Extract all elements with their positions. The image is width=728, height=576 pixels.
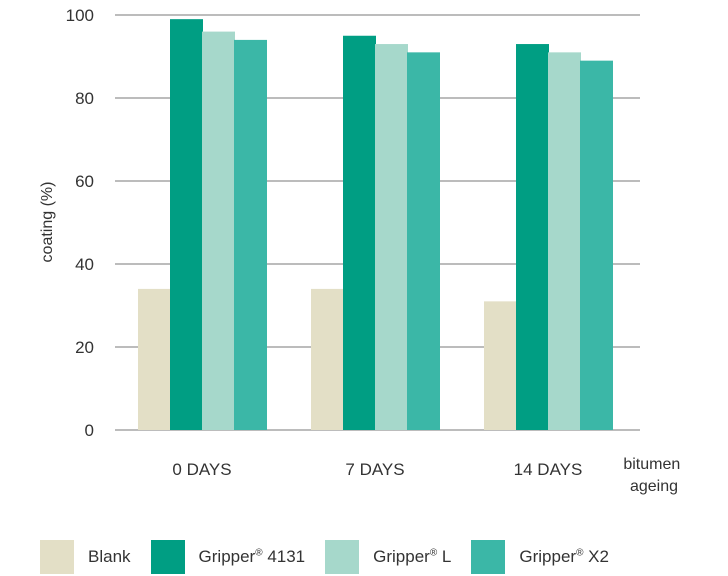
- legend: Blank Gripper® 4131 Gripper® L Gripper® …: [40, 540, 629, 574]
- bar-blank-2: [484, 301, 517, 430]
- legend-swatch-gripper-x2: [471, 540, 506, 574]
- y-tick-label: 0: [85, 421, 94, 440]
- bar-blank-0: [138, 288, 171, 430]
- bar-gripper-x2-2: [580, 60, 613, 431]
- bar-gripper-l-2: [548, 52, 581, 430]
- x-axis-label-line-2: ageing: [630, 478, 678, 495]
- legend-item-gripper-4131: Gripper® 4131: [150, 540, 306, 574]
- legend-item-gripper-l: Gripper® L: [325, 540, 451, 574]
- x-axis-label-line-1: bitumen: [623, 456, 680, 473]
- legend-label-gripper-x2: Gripper® X2: [519, 547, 609, 566]
- bar-blank-1: [311, 288, 344, 430]
- bar-chart: 0 20 40 60 80 100 0 DAYS 7 DAYS 14 DAYS coating…: [39, 6, 684, 495]
- legend-label-blank: Blank: [88, 547, 131, 566]
- bar-gripper-l-1: [375, 44, 408, 431]
- y-tick-label: 100: [66, 6, 94, 25]
- legend-swatch-blank: [40, 540, 74, 574]
- x-tick-label: 14 DAYS: [514, 460, 583, 479]
- legend-label-gripper-l: Gripper® L: [373, 547, 452, 566]
- bars: [138, 19, 613, 431]
- legend-swatch-gripper-l: [325, 540, 360, 574]
- y-axis-ticks: 0 20 40 60 80 100: [66, 6, 94, 440]
- y-tick-label: 20: [75, 338, 94, 357]
- y-tick-label: 40: [75, 255, 94, 274]
- bar-gripper-x2-1: [407, 52, 440, 430]
- x-axis-ticks: 0 DAYS 7 DAYS 14 DAYS: [172, 460, 582, 479]
- x-tick-label: 0 DAYS: [172, 460, 231, 479]
- legend-item-blank: Blank: [40, 540, 131, 574]
- legend-swatch-gripper-4131: [150, 540, 185, 574]
- legend-item-gripper-x2: Gripper® X2: [471, 540, 609, 574]
- y-tick-label: 60: [75, 172, 94, 191]
- x-axis-label: bitumen ageing: [623, 456, 684, 495]
- bar-gripper-4131-1: [343, 35, 376, 430]
- y-tick-label: 80: [75, 89, 94, 108]
- x-tick-label: 7 DAYS: [345, 460, 404, 479]
- y-axis-label: coating (%): [39, 182, 56, 263]
- legend-label-gripper-4131: Gripper® 4131: [198, 547, 306, 566]
- bar-gripper-l-0: [202, 31, 235, 430]
- bar-gripper-4131-0: [170, 19, 203, 431]
- bar-gripper-x2-0: [234, 39, 267, 431]
- bar-gripper-4131-2: [516, 44, 549, 431]
